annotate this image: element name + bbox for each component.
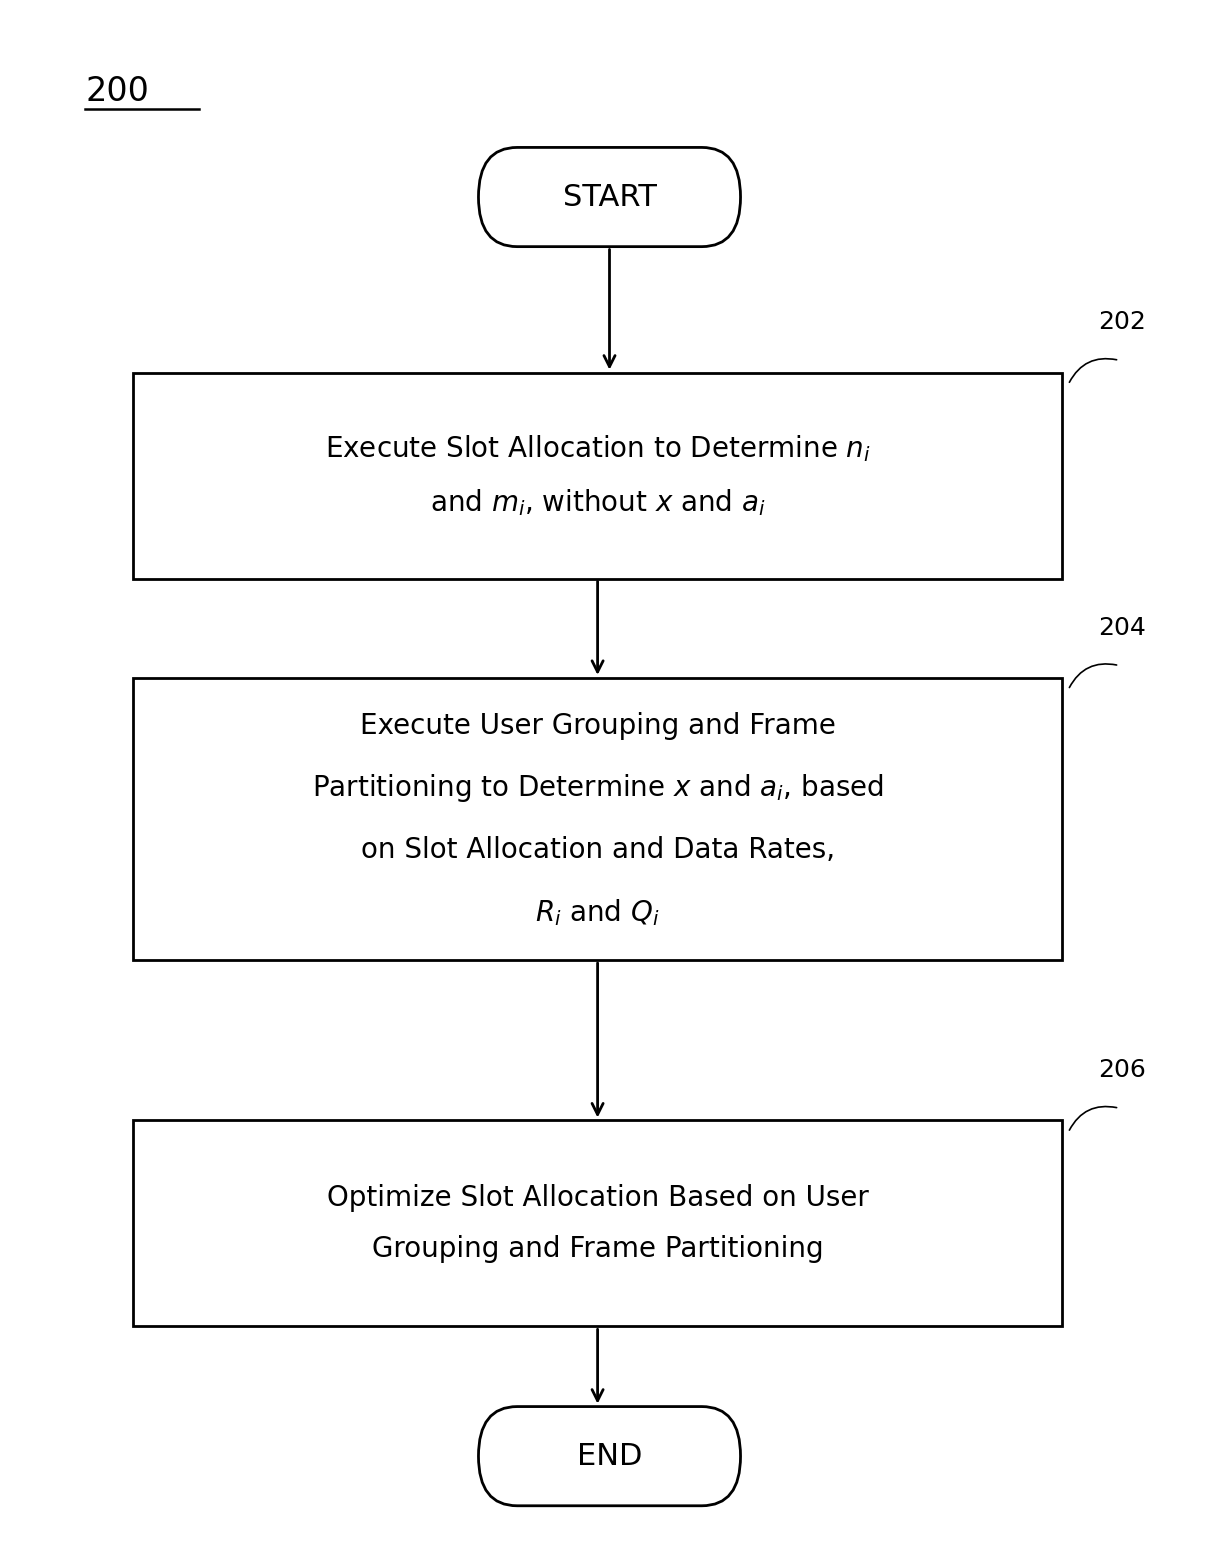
FancyBboxPatch shape	[479, 1406, 740, 1506]
Text: START: START	[562, 182, 657, 211]
Text: 206: 206	[1098, 1058, 1146, 1082]
Text: on Slot Allocation and Data Rates,: on Slot Allocation and Data Rates,	[361, 836, 835, 864]
Text: Optimize Slot Allocation Based on User: Optimize Slot Allocation Based on User	[327, 1184, 868, 1212]
Text: Execute Slot Allocation to Determine $n_i$: Execute Slot Allocation to Determine $n_…	[324, 434, 870, 465]
Text: and $m_i$, without $x$ and $a_i$: and $m_i$, without $x$ and $a_i$	[430, 486, 766, 517]
Bar	[133, 1120, 1062, 1327]
Text: 204: 204	[1098, 615, 1146, 640]
Bar	[133, 373, 1062, 578]
Text: 200: 200	[85, 75, 149, 107]
Text: Execute User Grouping and Frame: Execute User Grouping and Frame	[360, 712, 835, 740]
Text: 202: 202	[1098, 311, 1146, 334]
Bar	[133, 678, 1062, 960]
Text: $R_i$ and $Q_i$: $R_i$ and $Q_i$	[535, 897, 659, 928]
Text: Partitioning to Determine $x$ and $a_i$, based: Partitioning to Determine $x$ and $a_i$,…	[312, 772, 884, 803]
Text: Grouping and Frame Partitioning: Grouping and Frame Partitioning	[372, 1235, 823, 1263]
Text: END: END	[577, 1442, 642, 1470]
FancyBboxPatch shape	[479, 148, 740, 247]
